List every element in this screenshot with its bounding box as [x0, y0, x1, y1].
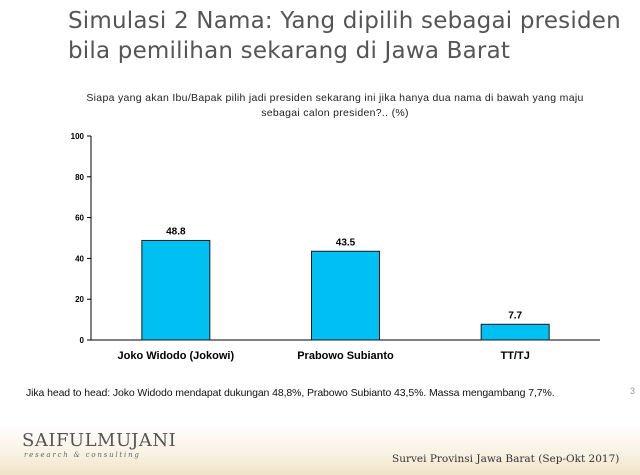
bars — [141, 239, 550, 341]
slide-title-line-2: bila pemilihan sekarang di Jawa Barat — [68, 38, 511, 64]
bar-chart: 0 20 40 60 80 100 48.8 43.5 7.7 Joko Widodo (Jo… — [71, 132, 600, 362]
data-label: 7.7 — [508, 310, 522, 321]
x-tick-label: Prabowo Subianto — [297, 350, 394, 362]
y-tick-label: 100 — [71, 132, 85, 141]
bar — [311, 250, 380, 341]
bar — [480, 323, 550, 341]
footer-band — [0, 424, 640, 475]
survey-question-line-1: Siapa yang akan Ibu/Bapak pilih jadi pre… — [86, 92, 584, 104]
x-axis-labels: Joko Widodo (Jokowi) Prabowo Subianto TT/T… — [118, 350, 530, 362]
y-tick-label: 40 — [75, 254, 84, 263]
slide-title: Simulasi 2 Nama: Yang dipilih sebagai pr… — [68, 6, 628, 66]
bar — [141, 239, 211, 341]
value-labels: 48.8 43.5 7.7 — [166, 226, 522, 321]
survey-question-line-2: sebagai calon presiden?.. (%) — [261, 107, 409, 119]
logo-name: SAIFULMUJANI — [22, 430, 177, 451]
slide-title-line-1: Simulasi 2 Nama: Yang dipilih sebagai pr… — [68, 8, 621, 34]
y-tick-label: 60 — [75, 214, 84, 223]
x-tick-label: TT/TJ — [500, 350, 529, 362]
page-edge-mark: 3 — [630, 386, 636, 396]
data-label: 43.5 — [336, 237, 356, 248]
y-tick-label: 0 — [80, 336, 85, 345]
y-tick-label: 20 — [75, 295, 84, 304]
logo-tagline: research & consulting — [24, 451, 141, 459]
survey-source: Survei Provinsi Jawa Barat (Sep-Okt 2017… — [392, 453, 620, 465]
data-label: 48.8 — [166, 226, 186, 237]
x-tick-label: Joko Widodo (Jokowi) — [118, 350, 235, 362]
summary-note: Jika head to head: Joko Widodo mendapat … — [26, 387, 555, 399]
company-logo: SAIFULMUJANI research & consulting — [22, 430, 177, 460]
y-tick-label: 80 — [75, 173, 84, 182]
survey-question: Siapa yang akan Ibu/Bapak pilih jadi pre… — [40, 91, 630, 121]
